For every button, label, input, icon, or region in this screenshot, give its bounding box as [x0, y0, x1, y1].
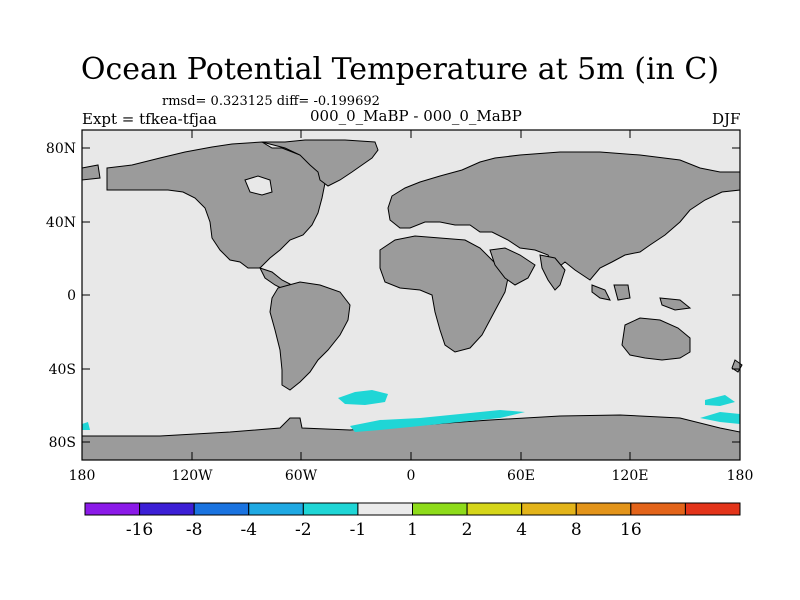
- lon-tick-label: 60W: [285, 468, 318, 484]
- lat-tick-label: 40S: [49, 362, 76, 378]
- colorbar-label: 16: [620, 520, 642, 540]
- new-guinea-island: [659, 297, 692, 311]
- australia-land: [621, 317, 691, 361]
- colorbar-label: -1: [350, 520, 367, 540]
- period-label: 000_0_MaBP - 000_0_MaBP: [310, 107, 522, 125]
- lon-tick-label: 0: [407, 468, 416, 484]
- lon-tick-label: 180: [69, 468, 96, 484]
- anomaly-patch-south-atlantic: [338, 390, 388, 405]
- land-masses: [81, 139, 743, 461]
- colorbar-label: 8: [571, 520, 582, 540]
- map-title: Ocean Potential Temperature at 5m (in C): [80, 52, 720, 87]
- anomaly-patches: [82, 390, 740, 432]
- lat-tick-label: 80S: [49, 435, 76, 451]
- anomaly-patch-ross: [700, 412, 740, 424]
- colorbar-segment: [412, 502, 468, 516]
- colorbar: -16 -8 -4 -2 -1 1 2 4 8 16: [84, 502, 741, 540]
- anomaly-patch-pacific: [705, 395, 735, 406]
- colorbar-segment: [193, 502, 250, 516]
- lat-tick-label: 0: [67, 288, 76, 304]
- lon-tick-label: 180: [727, 468, 754, 484]
- latitude-axis: 80N 40N 0 40S 80S: [46, 141, 740, 451]
- colorbar-segment: [521, 502, 577, 516]
- north-america-land: [106, 141, 329, 269]
- colorbar-label: 4: [516, 520, 527, 540]
- eurasia-land: [387, 151, 741, 281]
- africa-land: [379, 235, 509, 353]
- arabia-land: [489, 247, 536, 286]
- colorbar-label: 2: [462, 520, 473, 540]
- colorbar-label: -2: [295, 520, 312, 540]
- lon-tick-label: 60E: [507, 468, 535, 484]
- south-america-land: [269, 281, 351, 391]
- colorbar-label: -4: [240, 520, 257, 540]
- colorbar-segment: [84, 502, 141, 516]
- colorbar-segment: [575, 502, 632, 516]
- colorbar-segment: [466, 502, 523, 516]
- colorbar-label: -16: [126, 520, 153, 540]
- lat-tick-label: 40N: [46, 215, 76, 231]
- colorbar-segment: [139, 502, 195, 516]
- experiment-label: Expt = tfkea-tfjaa: [82, 110, 217, 128]
- colorbar-segment: [302, 502, 359, 516]
- lon-tick-label: 120W: [171, 468, 213, 484]
- colorbar-segment: [684, 502, 741, 516]
- longitude-axis: 180 120W 60W 0 60E 120E 180: [69, 130, 754, 484]
- rmsd-diff-stats: rmsd= 0.323125 diff= -0.199692: [162, 94, 380, 109]
- anomaly-patch-southern-ocean: [350, 410, 525, 432]
- colorbar-segment: [248, 502, 304, 516]
- lat-tick-label: 80N: [46, 141, 76, 157]
- colorbar-label: 1: [407, 520, 418, 540]
- lon-tick-label: 120E: [612, 468, 649, 484]
- sumatra-island: [591, 284, 611, 301]
- borneo-island: [613, 284, 631, 301]
- colorbar-segment: [357, 502, 413, 516]
- india-land: [539, 254, 566, 291]
- arctic-islands: [81, 164, 101, 181]
- anomaly-patch-west: [82, 422, 90, 430]
- season-label: DJF: [712, 110, 741, 128]
- greenland-land: [261, 139, 379, 187]
- colorbar-label: -8: [186, 520, 203, 540]
- colorbar-segment: [630, 502, 686, 516]
- hudson-bay: [244, 175, 273, 196]
